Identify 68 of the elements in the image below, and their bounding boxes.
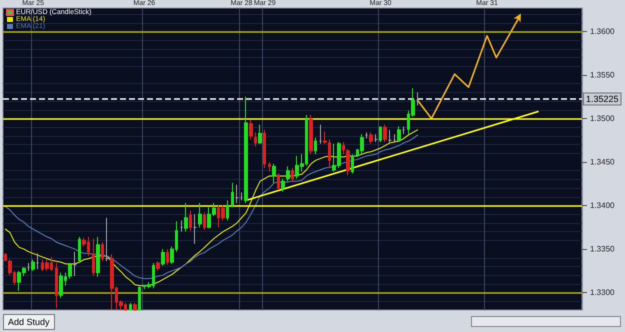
candlestick bbox=[231, 182, 234, 208]
candlestick bbox=[277, 172, 280, 190]
candlestick bbox=[101, 242, 104, 262]
candlestick bbox=[379, 126, 382, 143]
candlestick bbox=[73, 251, 77, 277]
candlestick bbox=[68, 262, 72, 280]
candlestick bbox=[374, 134, 378, 143]
y-tick-label: 1.3600 bbox=[590, 27, 616, 36]
candlestick bbox=[55, 262, 58, 309]
candlestick bbox=[193, 214, 197, 244]
candlestick bbox=[351, 154, 354, 174]
y-tick-label: 1.3400 bbox=[590, 201, 616, 210]
candlestick bbox=[314, 137, 317, 155]
candlestick bbox=[291, 168, 294, 182]
y-tick-label: 1.3550 bbox=[590, 70, 616, 80]
candlestick bbox=[27, 262, 30, 272]
candlestick bbox=[240, 192, 243, 201]
candlestick bbox=[45, 259, 49, 272]
candlestick bbox=[268, 162, 271, 172]
ref-line-label: 1.35225 bbox=[586, 94, 619, 104]
candlestick bbox=[4, 252, 7, 262]
candlestick bbox=[161, 248, 165, 266]
candlestick bbox=[92, 238, 95, 277]
candlestick bbox=[36, 252, 39, 270]
candlestick bbox=[286, 166, 290, 182]
candlestick bbox=[31, 259, 35, 272]
candlestick bbox=[319, 124, 322, 144]
candlestick bbox=[416, 92, 419, 106]
candlestick bbox=[189, 210, 192, 232]
candlestick bbox=[258, 124, 262, 144]
candlestick bbox=[263, 129, 266, 169]
candlestick bbox=[254, 132, 257, 147]
candlestick bbox=[272, 163, 276, 184]
text: Add Study bbox=[3, 314, 55, 330]
candlestick bbox=[360, 134, 364, 155]
candlestick bbox=[138, 286, 141, 310]
y-tick-label: 1.3450 bbox=[590, 158, 616, 167]
candlestick bbox=[129, 302, 132, 310]
candlestick bbox=[235, 184, 239, 204]
candlestick bbox=[309, 114, 313, 155]
candlestick bbox=[328, 138, 331, 169]
candlestick bbox=[383, 124, 387, 143]
candlestick bbox=[203, 212, 206, 230]
candlestick bbox=[226, 200, 229, 221]
candlestick bbox=[323, 131, 327, 144]
candlestick bbox=[166, 248, 169, 266]
candlestick bbox=[388, 129, 392, 144]
candlestick bbox=[110, 254, 114, 310]
y-tick-label: 1.3500 bbox=[590, 114, 616, 124]
candlestick bbox=[78, 236, 81, 264]
candlestick bbox=[105, 217, 109, 262]
candlestick bbox=[133, 302, 137, 310]
candlestick bbox=[249, 118, 253, 140]
candlestick bbox=[281, 178, 285, 192]
candlestick bbox=[369, 132, 373, 144]
candlestick bbox=[184, 202, 188, 232]
y-tick-label: 1.3300 bbox=[590, 288, 616, 298]
candlestick bbox=[393, 134, 396, 143]
y-tick-label: 1.3350 bbox=[590, 244, 616, 254]
candlestick bbox=[397, 126, 401, 143]
candlestick bbox=[244, 96, 248, 204]
candlestick bbox=[59, 272, 63, 298]
candlestick bbox=[180, 220, 183, 232]
candlestick bbox=[96, 236, 100, 278]
candlestick bbox=[365, 132, 368, 140]
candlestick bbox=[198, 202, 202, 228]
candlestick bbox=[402, 126, 405, 135]
candlestick bbox=[156, 260, 160, 272]
